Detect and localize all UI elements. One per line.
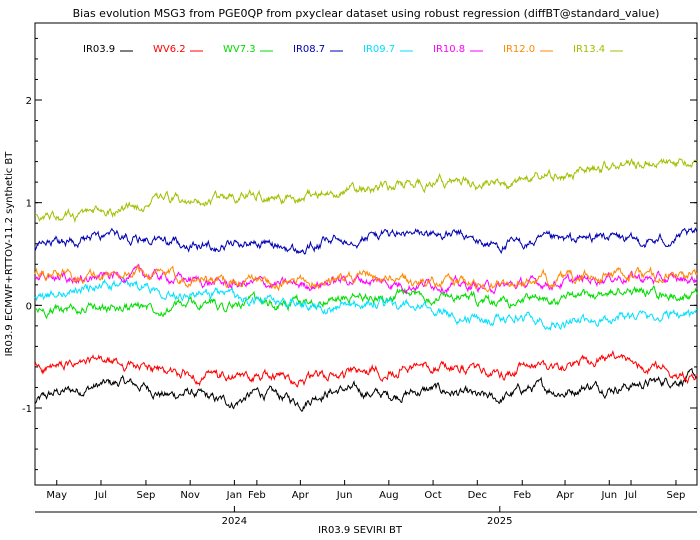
series-line-IR08.7 [34,227,698,255]
x-month-label: Jul [624,490,637,501]
x-month-label: Feb [513,490,531,501]
y-tick-label: 0 [26,301,32,312]
x-month-label: May [46,490,67,501]
legend-label-IR12.0: IR12.0 [503,44,535,55]
x-month-label: Apr [292,490,310,501]
x-month-label: Oct [424,490,441,501]
x-month-label: Jul [94,490,107,501]
legend-label-WV6.2: WV6.2 [153,44,186,55]
legend-label-IR08.7: IR08.7 [293,44,325,55]
x-month-label: Dec [468,490,487,501]
series-line-WV7.3 [35,285,698,320]
series-line-WV6.2 [34,349,698,388]
x-month-label: Jun [600,490,617,501]
y-tick-label: 2 [26,96,32,107]
y-tick-label: -1 [22,404,32,415]
legend: IR03.9 WV6.2 WV7.3 IR08.7 IR09.7 IR10.8 IR12.0… [83,44,623,55]
x-month-label: Feb [248,490,266,501]
legend-label-IR13.4: IR13.4 [573,44,605,55]
x-month-label: Nov [180,490,200,501]
x-axis: May Jul Sep Nov Jan Feb Apr Jun Aug Oct Dec Feb Apr J… [46,480,685,527]
series-line-IR03.9 [34,367,698,412]
y-axis: -1 0 1 2 [22,37,697,471]
x-axis-label: IR03.9 SEVIRI BT [318,525,403,536]
legend-label-IR03.9: IR03.9 [83,44,115,55]
x-year-label: 2024 [222,516,247,527]
x-month-label: Aug [379,490,399,501]
x-month-label: Jan [226,490,242,501]
legend-label-WV7.3: WV7.3 [223,44,256,55]
x-month-label: Sep [667,490,686,501]
legend-label-IR10.8: IR10.8 [433,44,465,55]
y-axis-label: IR03.9 ECMWF+RTTOV-11.2 synthetic BT [4,151,15,357]
plot-frame [34,22,698,486]
x-month-label: Apr [556,490,574,501]
chart-title: Bias evolution MSG3 from PGE0QP from pxy… [73,7,660,20]
series-line-IR10.8 [34,263,698,295]
x-month-label: Jun [336,490,353,501]
series-layer [34,157,698,412]
y-tick-label: 1 [26,199,32,210]
series-line-IR09.7 [34,276,698,331]
series-line-IR12.0 [34,263,698,293]
series-line-IR13.4 [34,157,698,224]
x-year-label: 2025 [487,516,512,527]
x-month-label: Sep [137,490,156,501]
legend-label-IR09.7: IR09.7 [363,44,395,55]
